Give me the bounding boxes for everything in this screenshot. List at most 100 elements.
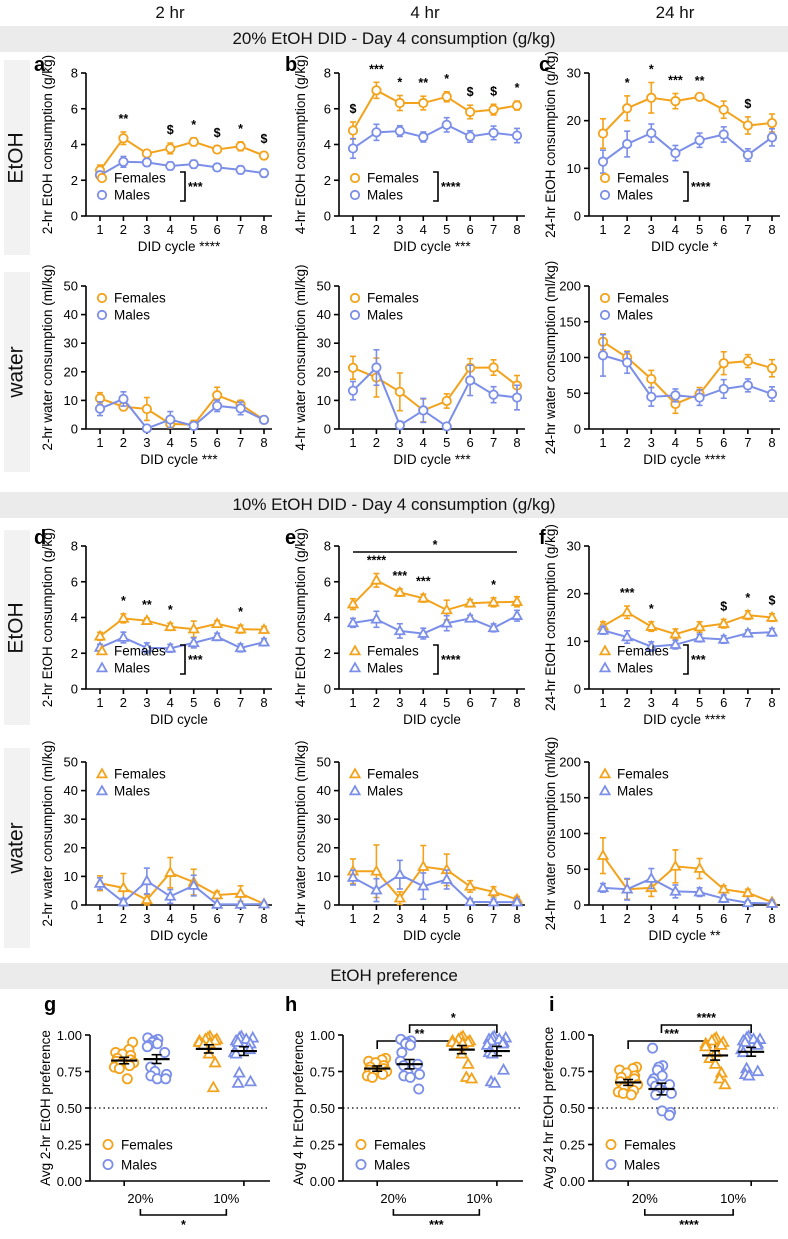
data-marker	[693, 861, 706, 873]
top-bracket-sig: ****	[697, 1011, 717, 1025]
data-marker	[441, 421, 452, 432]
data-marker	[694, 135, 705, 146]
x-tick-label: 2	[624, 222, 631, 237]
panel-i: i 0.00 0.25 0.50 0.75 1.00 Avg 24 hr EtOH pre…	[533, 995, 788, 1239]
x-axis-title: DID cycle *	[651, 239, 719, 254]
data-marker	[210, 897, 224, 909]
plot-area: 0 10 20 30 40 50 1 2 3 4 5 6 7 8 2-hr water consumptio…	[40, 740, 272, 943]
y-axis-title: 24-hr EtOH consumption (g/kg)	[543, 51, 558, 238]
data-marker	[488, 389, 499, 400]
data-marker	[370, 573, 383, 585]
y-tick-label: 0.75	[57, 1065, 82, 1080]
x-tick-label: 6	[214, 695, 221, 710]
panel-a: a 0 2 4 6 8 1 2 3 4 5 6 7 8 2-hr EtOH consumption (g/…	[30, 55, 280, 260]
legend-label: Females	[121, 1138, 173, 1153]
y-tick-label: 2	[324, 173, 331, 188]
data-marker	[669, 884, 682, 896]
data-marker	[102, 1158, 114, 1170]
legend-bracket	[180, 171, 186, 202]
data-marker	[765, 610, 779, 622]
y-tick-label: 0.00	[57, 1174, 82, 1189]
x-tick-label: 4	[167, 695, 174, 710]
data-marker	[95, 784, 109, 796]
data-marker	[346, 597, 360, 609]
panel-label-h: h	[285, 994, 298, 1016]
data-marker	[377, 1068, 389, 1080]
data-marker	[717, 891, 730, 903]
x-tick-label: 8	[768, 435, 775, 450]
y-tick-label: 20	[64, 840, 78, 855]
x-tick-label: 5	[443, 911, 450, 926]
x-tick-label: 2	[373, 435, 380, 450]
legend-bracket-sig: ***	[691, 653, 706, 667]
x-tick-label: 5	[696, 435, 703, 450]
x-axis-title: DID cycle ***	[140, 452, 218, 467]
x-tick-label: 3	[143, 222, 150, 237]
significance-marker: *	[168, 603, 173, 617]
significance-marker: *	[491, 578, 496, 592]
y-axis-title: 4-hr EtOH consumption (g/kg)	[293, 528, 308, 707]
data-marker	[355, 1158, 367, 1170]
x-tick-label: 4	[420, 222, 427, 237]
data-marker	[370, 864, 383, 876]
y-tick-label: 200	[559, 279, 581, 294]
data-marker	[414, 1068, 426, 1080]
y-axis-title: 2-hr water consumption (ml/kg)	[40, 740, 55, 926]
legend-bracket	[433, 171, 439, 202]
data-marker	[441, 395, 452, 407]
y-tick-label: 0	[71, 682, 78, 697]
y-tick-label: 10	[567, 634, 581, 649]
data-marker	[596, 849, 610, 860]
data-marker	[113, 1063, 125, 1075]
column-header-24hr: 24 hr	[655, 3, 695, 22]
y-tick-label: 8	[324, 66, 331, 81]
legend-label: Males	[617, 661, 653, 676]
legend-label: Males	[624, 1158, 660, 1173]
top-bracket-sig: *	[433, 538, 438, 552]
data-marker	[463, 895, 477, 907]
data-marker	[599, 189, 611, 201]
x-tick-label: 1	[349, 222, 356, 237]
data-marker	[234, 897, 247, 909]
x-tick-label: 2	[120, 435, 127, 450]
row-label-text: water	[5, 822, 29, 874]
data-marker	[394, 97, 405, 109]
y-tick-label: 40	[64, 783, 78, 798]
data-marker	[465, 375, 476, 386]
x-tick-label: 8	[513, 435, 520, 450]
data-marker	[598, 644, 612, 656]
data-marker	[164, 889, 177, 901]
y-tick-label: 4	[71, 137, 78, 152]
data-marker	[210, 617, 224, 629]
data-marker	[718, 1077, 732, 1090]
x-tick-label: 7	[237, 911, 244, 926]
data-marker	[647, 1042, 659, 1054]
y-tick-label: 10	[317, 393, 331, 408]
x-tick-label: 3	[396, 911, 403, 926]
data-marker	[441, 91, 452, 102]
data-marker	[664, 1079, 676, 1091]
plot-area: 0.00 0.25 0.50 0.75 1.00 Avg 2-hr EtOH prefer…	[38, 1028, 270, 1232]
x-tick-label: 1	[349, 911, 356, 926]
data-marker	[646, 127, 657, 139]
x-tick-label: 5	[190, 222, 197, 237]
y-tick-label: 20	[317, 364, 331, 379]
y-tick-label: 1.00	[310, 1028, 335, 1043]
plot-area: 0 2 4 6 8 1 2 3 4 5 6 7 8 2-hr EtOH consumption (g/kg…	[40, 528, 272, 727]
data-marker	[646, 373, 657, 385]
y-tick-label: 30	[64, 812, 78, 827]
data-marker	[234, 886, 247, 898]
x-tick-label: 4	[672, 695, 679, 710]
y-tick-label: 6	[71, 574, 78, 589]
row-label-etoh-20: EtOH	[4, 60, 30, 255]
significance-marker: $	[720, 599, 727, 613]
x-tick-label: 1	[599, 222, 606, 237]
x-tick-label: 2	[373, 695, 380, 710]
x-axis-title: DID cycle ****	[643, 712, 726, 727]
data-marker	[693, 885, 706, 897]
data-marker	[766, 363, 778, 374]
top-bracket-sig: *	[451, 1011, 456, 1025]
row-label-water-20: water	[4, 272, 30, 472]
panel-water-4hr-20: 0 10 20 30 40 50 1 2 3 4 5 6 7 8 4-hr water consumptio…	[283, 264, 533, 473]
panel-water-24hr-20: 0 50 100 150 200 1 2 3 4 5 6 7 8 24-hr water consumpt…	[533, 261, 788, 473]
